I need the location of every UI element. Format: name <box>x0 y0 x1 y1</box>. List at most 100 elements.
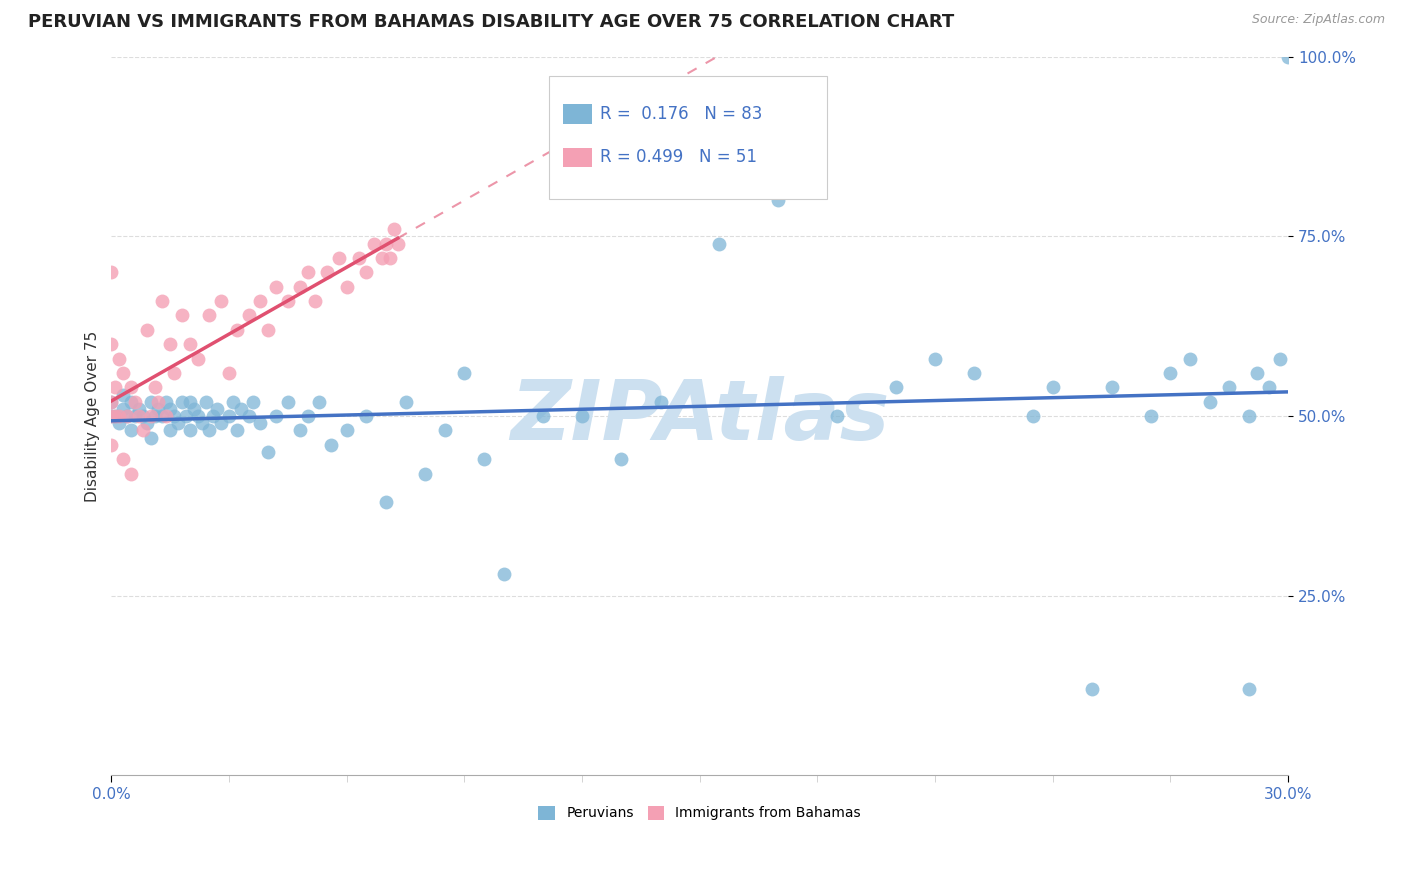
Point <box>766 194 789 208</box>
Point <box>120 394 142 409</box>
Point <box>571 409 593 423</box>
Point <box>238 409 260 423</box>
Point <box>288 424 311 438</box>
Text: R =  0.176   N = 83: R = 0.176 N = 83 <box>600 105 762 123</box>
Point <box>120 424 142 438</box>
FancyBboxPatch shape <box>550 76 827 199</box>
Point <box>222 394 245 409</box>
Point <box>115 409 138 423</box>
Point <box>179 337 201 351</box>
Point <box>112 387 135 401</box>
Point <box>100 409 122 423</box>
Point <box>453 366 475 380</box>
Point <box>152 409 174 423</box>
Point <box>1178 351 1201 366</box>
Point <box>825 409 848 423</box>
Point <box>492 567 515 582</box>
Point <box>297 265 319 279</box>
Point <box>226 323 249 337</box>
Point <box>120 380 142 394</box>
Point <box>884 380 907 394</box>
Point <box>132 409 155 423</box>
Point <box>155 409 177 423</box>
Point <box>187 351 209 366</box>
Point <box>132 424 155 438</box>
Legend: Peruvians, Immigrants from Bahamas: Peruvians, Immigrants from Bahamas <box>533 800 866 826</box>
Point <box>264 409 287 423</box>
Point <box>120 467 142 481</box>
Point <box>297 409 319 423</box>
Point <box>163 366 186 380</box>
Point <box>202 409 225 423</box>
Point <box>139 431 162 445</box>
Point <box>179 424 201 438</box>
Point <box>238 309 260 323</box>
Point <box>382 222 405 236</box>
Point <box>218 409 240 423</box>
Point <box>209 417 232 431</box>
Point <box>187 409 209 423</box>
Point <box>610 452 633 467</box>
Point <box>316 265 339 279</box>
Point <box>1237 682 1260 697</box>
Point <box>218 366 240 380</box>
Point <box>249 294 271 309</box>
Point <box>308 394 330 409</box>
Point <box>108 409 131 423</box>
Point <box>198 309 221 323</box>
Point <box>104 409 127 423</box>
Point <box>155 394 177 409</box>
Point <box>139 394 162 409</box>
Point <box>174 409 197 423</box>
Point <box>1042 380 1064 394</box>
Point <box>347 251 370 265</box>
Y-axis label: Disability Age Over 75: Disability Age Over 75 <box>86 330 100 501</box>
Point <box>100 409 122 423</box>
Point <box>319 438 342 452</box>
Point <box>148 401 170 416</box>
Point <box>179 394 201 409</box>
Point <box>264 279 287 293</box>
Point <box>167 417 190 431</box>
Point <box>100 394 122 409</box>
Point <box>100 394 122 409</box>
Point <box>1022 409 1045 423</box>
Point <box>108 417 131 431</box>
Point <box>304 294 326 309</box>
Point <box>100 438 122 452</box>
Point <box>1218 380 1240 394</box>
FancyBboxPatch shape <box>564 104 592 124</box>
Point <box>277 294 299 309</box>
Point <box>709 236 731 251</box>
Point <box>159 337 181 351</box>
Point <box>375 236 398 251</box>
Point <box>378 251 401 265</box>
Point <box>143 409 166 423</box>
Text: ZIPAtlas: ZIPAtlas <box>510 376 890 457</box>
Point <box>115 409 138 423</box>
Point <box>229 401 252 416</box>
Point <box>1159 366 1181 380</box>
Point <box>194 394 217 409</box>
Point <box>242 394 264 409</box>
Point <box>100 265 122 279</box>
Point <box>170 394 193 409</box>
Point <box>108 351 131 366</box>
Point <box>387 236 409 251</box>
Point <box>128 401 150 416</box>
Point <box>924 351 946 366</box>
Point <box>183 401 205 416</box>
Point <box>328 251 350 265</box>
Point <box>472 452 495 467</box>
Point <box>1270 351 1292 366</box>
Point <box>277 394 299 409</box>
Point <box>112 452 135 467</box>
Point <box>190 417 212 431</box>
Point <box>356 265 378 279</box>
Point <box>1277 50 1299 64</box>
Point <box>198 424 221 438</box>
Point <box>143 380 166 394</box>
Point <box>375 495 398 509</box>
Point <box>124 409 146 423</box>
Point <box>363 236 385 251</box>
